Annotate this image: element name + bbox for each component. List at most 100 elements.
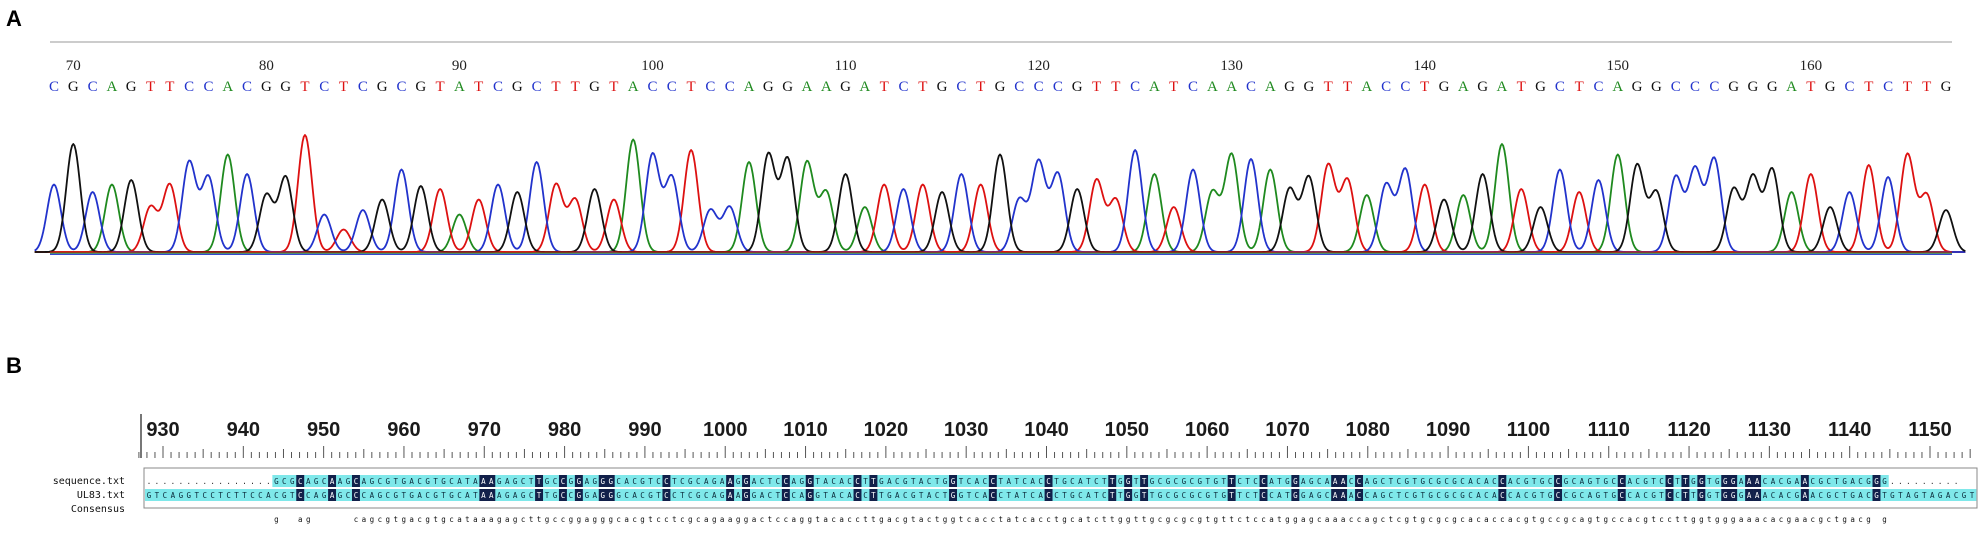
sequence-cell-bg [1307,475,1316,487]
ul83-char: T [1882,491,1887,500]
ul83-char: A [1341,491,1346,500]
ul83-cell-bg [296,489,305,501]
sequence-cell-bg [837,475,846,487]
ul83-char: C [792,491,797,500]
consensus-char: t [1206,515,1211,524]
sequence-char: A [1301,477,1306,486]
sequence-char: T [1110,477,1115,486]
ul83-cell-bg [1840,489,1849,501]
base-call: A [1458,79,1469,95]
sequence-char: G [1731,477,1736,486]
ul83-char: A [736,491,741,500]
consensus-char: c [561,515,566,524]
sequence-char: G [640,477,645,486]
ul83-cell-bg [773,489,783,501]
sequence-cell-bg [351,475,361,487]
ul83-char: T [967,491,972,500]
consensus-char: c [776,515,781,524]
ul83-char: G [1413,491,1418,500]
sequence-char: C [1492,477,1497,486]
base-call: A [1786,79,1797,95]
ul83-char: G [1126,491,1131,500]
sequence-cell-bg [1259,475,1268,487]
ul83-cell-bg [702,489,711,501]
base-call: C [705,79,715,95]
consensus-char: c [991,515,996,524]
consensus-char: g [744,515,749,524]
sequence-char: C [784,477,789,486]
ul83-char: G [1572,491,1577,500]
sequence-char: C [1500,477,1505,486]
consensus-char: t [1054,515,1059,524]
ul83-char: T [1604,491,1609,500]
ul83-cell-bg [439,489,448,501]
base-call: A [1207,79,1218,95]
ul83-char: A [1755,491,1760,500]
ul83-char: C [1564,491,1569,500]
consensus-char: t [911,515,916,524]
consensus-char: c [553,515,558,524]
sequence-char: . [155,477,160,486]
ul83-cell-bg [909,489,918,501]
ul83-char: G [1795,491,1800,500]
sequence-cell-bg [527,475,536,487]
consensus-char: g [640,515,645,524]
base-call: G [1767,79,1778,95]
ul83-char: G [1293,491,1298,500]
ul83-cell-bg [1267,489,1276,501]
ul83-cell-bg [925,489,934,501]
ul83-cell-bg [1323,489,1332,501]
sequence-cell-bg [957,475,966,487]
sequence-cell-bg [1649,475,1658,487]
sequence-cell-bg [1784,475,1794,487]
sequence-char: A [975,477,980,486]
ul83-cell-bg [1784,489,1794,501]
consensus-char: t [1651,515,1656,524]
ul83-cell-bg [805,489,815,501]
ul83-cell-bg [1227,489,1236,501]
sequence-char: G [1420,477,1425,486]
sequence-char: T [648,477,653,486]
consensus-char: c [1038,515,1043,524]
ul83-char: C [999,491,1004,500]
ul83-char: T [242,491,247,500]
sequence-char: G [1166,477,1171,486]
consensus-char: t [1675,515,1680,524]
ul83-char: G [1134,491,1139,500]
ul83-char: G [1317,491,1322,500]
ul83-cell-bg [574,489,584,501]
base-call: A [1149,79,1160,95]
consensus-char: t [1229,515,1234,524]
base-call: C [1690,79,1700,95]
ul83-cell-bg [972,489,982,501]
ul83-char: A [1779,491,1784,500]
sequence-char: A [624,477,629,486]
ul83-char: C [1198,491,1203,500]
sequence-cell-bg [694,475,703,487]
sequence-cell-bg [566,475,576,487]
consensus-char: t [1413,515,1418,524]
sequence-char: A [1795,477,1800,486]
consensus-char: a [505,515,510,524]
consensus-char: g [513,515,518,524]
consensus-char: c [1779,515,1784,524]
sequence-cell-bg [941,475,950,487]
sequence-char: C [831,477,836,486]
sequence-cell-bg [574,475,584,487]
sequence-char: T [1413,477,1418,486]
sequence-char: T [1054,477,1059,486]
sequence-cell-bg [1665,475,1674,487]
ul83-cell-bg [1378,489,1388,501]
base-call: T [1903,79,1912,95]
consensus-char: g [1643,515,1648,524]
consensus-char: a [585,515,590,524]
base-call: T [339,79,348,95]
consensus-char: g [545,515,550,524]
sequence-char: C [1261,477,1266,486]
sequence-char: G [1882,477,1887,486]
consensus-char: t [1245,515,1250,524]
sequence-cell-bg [1442,475,1451,487]
sequence-char: C [855,477,860,486]
ul83-char: C [202,491,207,500]
sequence-char: G [290,477,295,486]
